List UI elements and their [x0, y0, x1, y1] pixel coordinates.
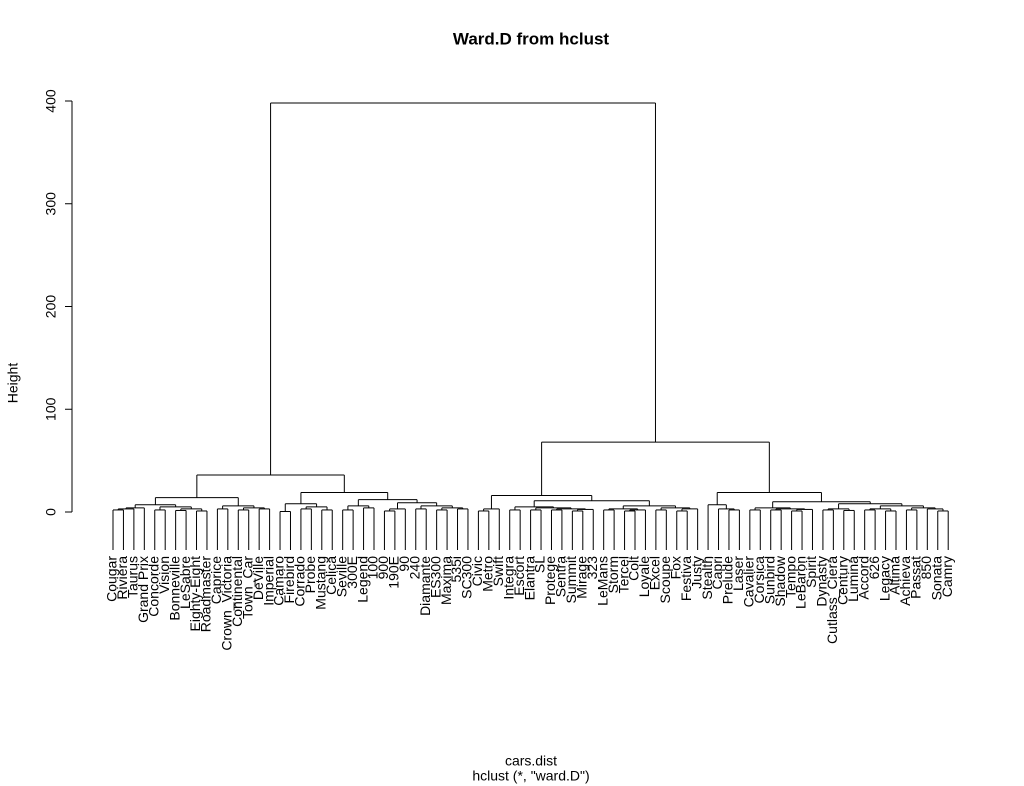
leaf-label: Festiva — [678, 556, 694, 601]
leaf-label: Passat — [908, 556, 924, 599]
leaf-label: 900 — [375, 556, 391, 580]
leaf-label: Spirit — [803, 556, 819, 588]
leaf-label: Dynasty — [814, 556, 830, 607]
leaf-label: Shadow — [772, 555, 788, 606]
leaf-label: 323 — [584, 556, 600, 580]
leaf-label: Metro — [480, 556, 496, 592]
leaf-label: Summit — [563, 556, 579, 604]
leaf-label: LeMans — [594, 556, 610, 606]
leaf-label: Swift — [490, 556, 506, 586]
leaf-label: Roadmaster — [198, 556, 214, 633]
leaf-label: Eighty-Eight — [187, 556, 203, 632]
leaf-label: Legend — [354, 556, 370, 603]
leaf-label: Continental — [229, 556, 245, 627]
leaf-label: Scoupe — [657, 556, 673, 604]
leaf-label: Achieva — [897, 556, 913, 606]
leaf-label: Imperial — [260, 556, 276, 606]
leaf-label: Tempo — [782, 556, 798, 598]
leaf-label: Concorde — [145, 556, 161, 617]
leaf-label: Sunbird — [761, 556, 777, 604]
leaf-label: ES300 — [427, 556, 443, 598]
leaf-label: Escort — [511, 556, 527, 596]
leaf-label: Seville — [333, 556, 349, 597]
leaf-label: Fox — [667, 556, 683, 579]
leaf-label: Caprice — [208, 556, 224, 604]
leaf-label: Lumina — [845, 556, 861, 602]
leaf-label: Laser — [730, 556, 746, 591]
leaf-label: Diamante — [417, 556, 433, 616]
leaf-label: Camry — [939, 556, 955, 597]
leaf-label: Loyale — [636, 556, 652, 597]
leaf-label: Protege — [542, 556, 558, 605]
leaf-label: Celica — [323, 556, 339, 595]
x-axis-label: cars.dist — [505, 753, 557, 769]
leaf-label: Legacy — [876, 556, 892, 601]
y-tick-label: 300 — [43, 192, 59, 216]
leaf-label: Civic — [469, 556, 485, 586]
leaf-label: Excel — [647, 556, 663, 590]
leaf-label: Century — [835, 556, 851, 605]
leaf-label: Cutlass_Ciera — [824, 556, 840, 644]
leaf-label: Tercel — [615, 556, 631, 593]
leaf-label: Sentra — [553, 556, 569, 597]
leaf-label: SC300 — [459, 556, 475, 599]
leaf-label: Corrado — [292, 556, 308, 607]
leaf-label: Mirage — [574, 556, 590, 599]
y-axis-label: Height — [5, 363, 21, 404]
leaf-label: 300E — [344, 556, 360, 589]
leaf-label: Justy — [688, 556, 704, 589]
y-tick-label: 200 — [43, 295, 59, 319]
leaf-label: Firebird — [281, 556, 297, 603]
subtitle: hclust (*, "ward.D") — [472, 768, 589, 784]
leaf-label: LeBaron — [793, 556, 809, 609]
y-tick-label: 100 — [43, 397, 59, 421]
leaf-label: Bonneville — [166, 556, 182, 621]
leaf-label: 240 — [406, 556, 422, 580]
leaf-label: Cavalier — [741, 556, 757, 608]
leaf-label: DeVille — [250, 556, 266, 600]
leaf-label: 626 — [866, 556, 882, 580]
leaf-label: Grand Prix — [135, 556, 151, 623]
leaf-label: Maxima — [438, 556, 454, 605]
leaf-label: 90 — [396, 556, 412, 572]
leaf-label: Integra — [500, 556, 516, 600]
leaf-label: Camaro — [271, 556, 287, 606]
y-tick-label: 400 — [43, 89, 59, 113]
leaf-label: Colt — [626, 556, 642, 581]
leaf-label: LeSabre — [177, 556, 193, 609]
leaf-label: 190E — [386, 556, 402, 589]
leaf-label: Taurus — [125, 556, 141, 598]
leaf-label: 850 — [918, 556, 934, 580]
leaf-label: Altima — [887, 556, 903, 595]
leaf-label: Prelude — [720, 556, 736, 604]
y-tick-label: 0 — [43, 508, 59, 516]
leaf-label: Corsica — [751, 556, 767, 604]
leaf-label: Vision — [156, 556, 172, 594]
chart-title: Ward.D from hclust — [453, 29, 609, 48]
leaf-label: Stealth — [699, 556, 715, 600]
leaf-label: Elantra — [521, 556, 537, 601]
leaf-label: 100 — [365, 556, 381, 580]
leaf-label: Capri — [709, 556, 725, 589]
leaf-label: 535i — [448, 556, 464, 582]
leaf-label: Riviera — [114, 556, 130, 600]
leaf-label: Mustang — [313, 556, 329, 610]
leaf-label: Probe — [302, 556, 318, 594]
leaf-label: Crown_Victoria — [219, 556, 235, 651]
leaf-label: Sonata — [928, 556, 944, 601]
leaf-label: Town_Car — [239, 556, 255, 619]
leaf-label: Cougar — [104, 556, 120, 602]
leaf-label: Storm — [605, 556, 621, 593]
leaf-label: Accord — [855, 556, 871, 600]
leaf-label: SL — [532, 556, 548, 573]
